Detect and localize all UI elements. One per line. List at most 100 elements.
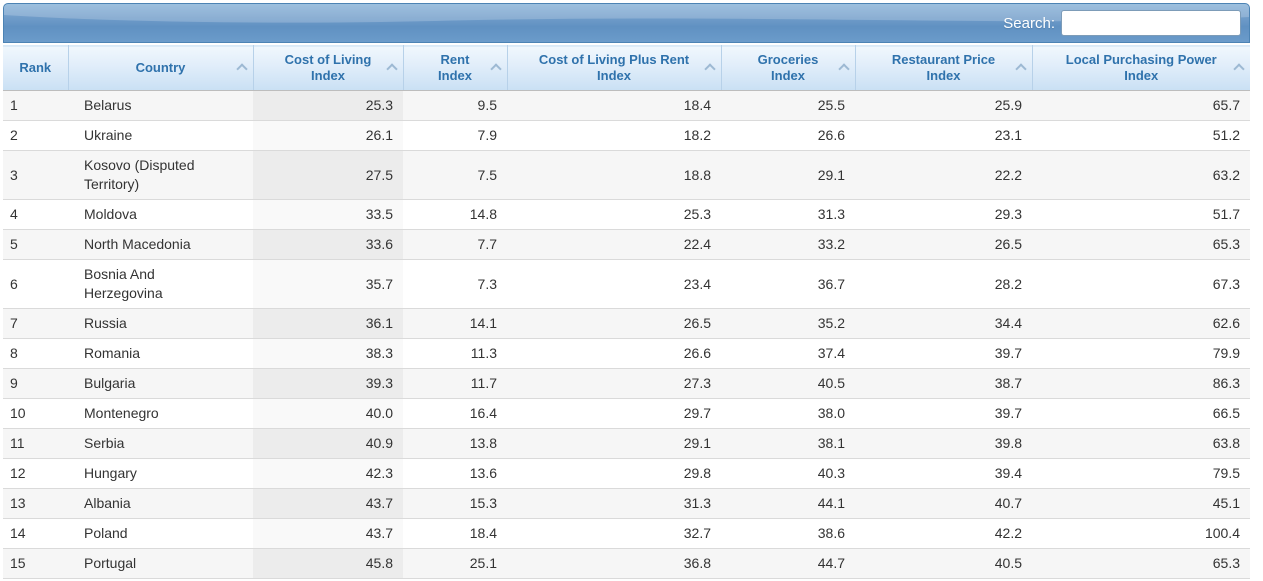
rent-index-cell: 11.7 [403,368,507,399]
rank-cell: 15 [3,548,68,579]
cost-of-living-plus-rent-index-cell: 18.8 [507,150,721,200]
groceries-index-cell: 38.0 [721,398,855,429]
rent-index-cell: 7.5 [403,150,507,200]
country-cell: Bulgaria [68,368,253,399]
column-label-line2: Index [438,68,472,83]
cost-of-living-plus-rent-index-cell: 26.5 [507,308,721,339]
rank-cell: 6 [3,259,68,309]
country-name: Hungary [84,465,137,481]
column-header-cost-of-living-index[interactable]: Cost of Living Index [253,45,404,91]
column-header-restaurant-price-index[interactable]: Restaurant Price Index [855,45,1033,91]
sort-ascending-icon [703,63,716,75]
column-label-line2: Index [926,68,961,83]
column-header-local-purchasing-power-index[interactable]: Local Purchasing Power Index [1032,45,1250,91]
country-name: Poland [84,525,128,541]
cost-of-living-index-cell: 45.8 [253,548,403,579]
country-cell: Portugal [68,548,253,579]
cost-of-living-plus-rent-index-cell: 22.4 [507,229,721,260]
table-row: 8 Romania 38.3 11.3 26.6 37.4 39.7 79.9 [3,338,1250,369]
search-input[interactable] [1061,10,1241,36]
column-label: Cost of Living [284,52,372,67]
table-row: 9 Bulgaria 39.3 11.7 27.3 40.5 38.7 86.3 [3,368,1250,399]
restaurant-price-index-cell: 38.7 [855,368,1032,399]
groceries-index-cell: 40.5 [721,368,855,399]
rent-index-cell: 14.1 [403,308,507,339]
local-purchasing-power-index-cell: 63.2 [1032,150,1250,200]
table-header: Rank Country Cost of Living Index Rent I… [3,45,1250,91]
toolbar-gap [3,43,1250,45]
local-purchasing-power-index-cell: 65.7 [1032,90,1250,121]
restaurant-price-index-cell: 39.7 [855,338,1032,369]
country-name: North Macedonia [84,236,191,252]
cost-of-living-plus-rent-index-cell: 18.4 [507,90,721,121]
local-purchasing-power-index-cell: 67.3 [1032,259,1250,309]
country-cell: Kosovo (Disputed Territory) [68,150,253,200]
cost-of-living-index-cell: 36.1 [253,308,403,339]
country-name: Belarus [84,97,132,113]
cost-of-living-plus-rent-index-cell: 36.8 [507,548,721,579]
column-label: Local Purchasing Power [1065,52,1217,67]
rent-index-cell: 7.9 [403,120,507,151]
rank-cell: 1 [3,90,68,121]
groceries-index-cell: 36.7 [721,259,855,309]
country-cell: Albania [68,488,253,519]
column-header-country[interactable]: Country [68,45,254,91]
sort-ascending-icon [235,63,248,75]
country-name: Serbia [84,435,125,451]
rent-index-cell: 9.5 [403,90,507,121]
column-label: Rent [440,52,470,67]
restaurant-price-index-cell: 23.1 [855,120,1032,151]
column-header-rent-index[interactable]: Rent Index [403,45,508,91]
groceries-index-cell: 29.1 [721,150,855,200]
country-cell: Belarus [68,90,253,121]
column-label: Rank [19,60,52,75]
cost-of-living-index-cell: 27.5 [253,150,403,200]
groceries-index-cell: 38.6 [721,518,855,549]
cost-of-living-index-cell: 40.0 [253,398,403,429]
toolbar-wave-decoration [4,4,1249,23]
groceries-index-cell: 31.3 [721,199,855,230]
sort-ascending-icon [1014,63,1027,75]
column-label-line2: Index [311,68,345,83]
rent-index-cell: 16.4 [403,398,507,429]
column-label: Groceries [757,52,819,67]
cost-of-living-index-cell: 26.1 [253,120,403,151]
column-header-rank[interactable]: Rank [3,45,69,91]
cost-of-living-plus-rent-index-cell: 18.2 [507,120,721,151]
cost-of-living-plus-rent-index-cell: 23.4 [507,259,721,309]
local-purchasing-power-index-cell: 79.5 [1032,458,1250,489]
sort-ascending-icon [385,63,398,75]
rent-index-cell: 25.1 [403,548,507,579]
sort-ascending-icon [837,63,850,75]
rank-cell: 9 [3,368,68,399]
rent-index-cell: 11.3 [403,338,507,369]
cost-of-living-index-cell: 25.3 [253,90,403,121]
country-cell: Poland [68,518,253,549]
column-label-line2: Index [597,68,631,83]
rank-cell: 7 [3,308,68,339]
local-purchasing-power-index-cell: 65.3 [1032,548,1250,579]
table-row: 1 Belarus 25.3 9.5 18.4 25.5 25.9 65.7 [3,90,1250,121]
country-name: Kosovo (Disputed Territory) [84,157,195,192]
cost-of-living-table: Rank Country Cost of Living Index Rent I… [3,45,1250,579]
groceries-index-cell: 37.4 [721,338,855,369]
local-purchasing-power-index-cell: 63.8 [1032,428,1250,459]
groceries-index-cell: 26.6 [721,120,855,151]
groceries-index-cell: 40.3 [721,458,855,489]
table-row: 11 Serbia 40.9 13.8 29.1 38.1 39.8 63.8 [3,428,1250,459]
cost-of-living-plus-rent-index-cell: 26.6 [507,338,721,369]
local-purchasing-power-index-cell: 45.1 [1032,488,1250,519]
column-header-groceries-index[interactable]: Groceries Index [721,45,856,91]
cost-of-living-plus-rent-index-cell: 29.7 [507,398,721,429]
rank-cell: 10 [3,398,68,429]
restaurant-price-index-cell: 39.7 [855,398,1032,429]
search-label: Search: [1003,14,1055,32]
restaurant-price-index-cell: 39.8 [855,428,1032,459]
local-purchasing-power-index-cell: 79.9 [1032,338,1250,369]
country-cell: North Macedonia [68,229,253,260]
column-header-cost-of-living-plus-rent-index[interactable]: Cost of Living Plus Rent Index [507,45,722,91]
groceries-index-cell: 33.2 [721,229,855,260]
country-cell: Moldova [68,199,253,230]
country-name: Bulgaria [84,375,136,391]
rank-cell: 5 [3,229,68,260]
